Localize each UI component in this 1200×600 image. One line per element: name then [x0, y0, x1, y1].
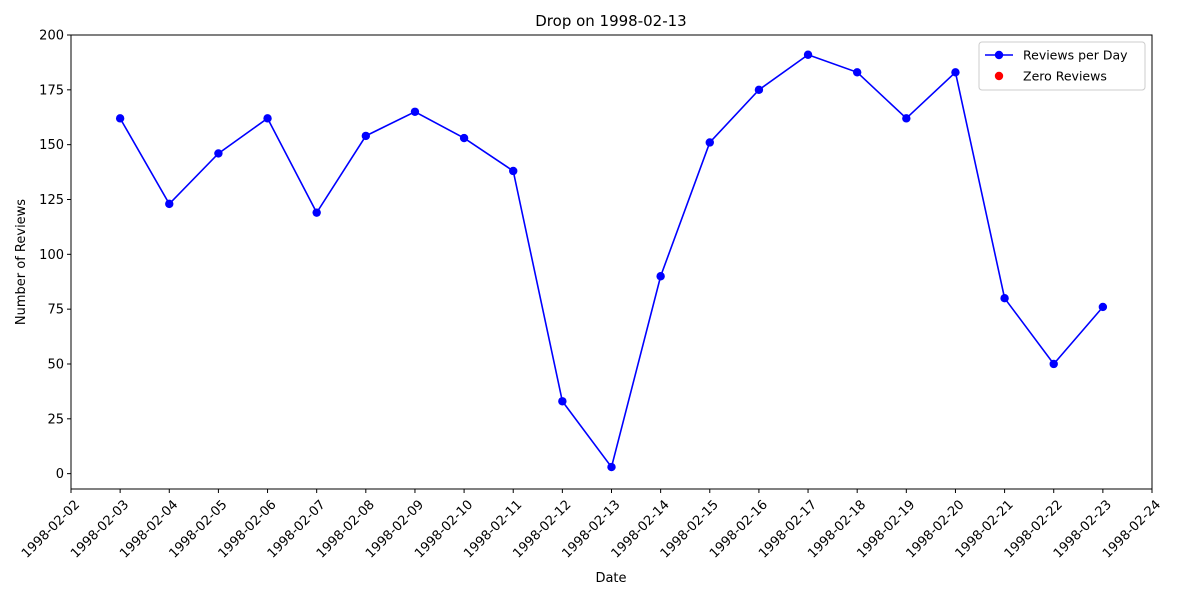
legend-box	[978, 41, 1146, 91]
data-point	[656, 272, 665, 281]
data-point	[165, 199, 174, 209]
legend-marker	[994, 71, 1004, 81]
legend-label: Zero Reviews	[1023, 69, 1107, 84]
chart-title: Drop on 1998-02-13	[535, 12, 686, 30]
data-point	[558, 397, 567, 406]
data-point	[803, 50, 813, 59]
x-axis-label: Date	[595, 571, 626, 586]
data-point	[1049, 359, 1058, 369]
data-point	[115, 114, 125, 123]
data-point	[263, 114, 272, 123]
data-point	[754, 85, 764, 95]
data-point	[214, 149, 223, 158]
y-tick-label: 150	[39, 138, 64, 153]
data-point	[361, 131, 371, 141]
y-tick-label: 200	[39, 29, 64, 44]
y-tick-label: 100	[39, 248, 64, 263]
y-tick-label: 25	[47, 412, 64, 427]
data-point	[951, 68, 960, 77]
data-point	[902, 114, 911, 123]
y-tick-label: 0	[56, 467, 64, 482]
data-point	[852, 68, 862, 77]
y-tick-label: 125	[39, 193, 64, 208]
data-point	[312, 208, 321, 217]
legend: Reviews per Day Zero Reviews	[978, 41, 1146, 91]
data-point	[509, 166, 518, 176]
data-point	[1000, 293, 1009, 303]
legend-label: Reviews per Day	[1023, 48, 1128, 63]
data-point	[705, 138, 714, 147]
y-tick-label: 50	[47, 357, 64, 372]
data-point	[607, 462, 616, 472]
data-point	[459, 133, 469, 143]
y-axis-label: Number of Reviews	[14, 199, 29, 325]
y-tick-label: 75	[47, 303, 64, 318]
data-point	[1098, 302, 1108, 312]
legend-marker	[994, 50, 1004, 60]
y-tick-label: 175	[39, 83, 64, 98]
data-point	[410, 107, 420, 116]
